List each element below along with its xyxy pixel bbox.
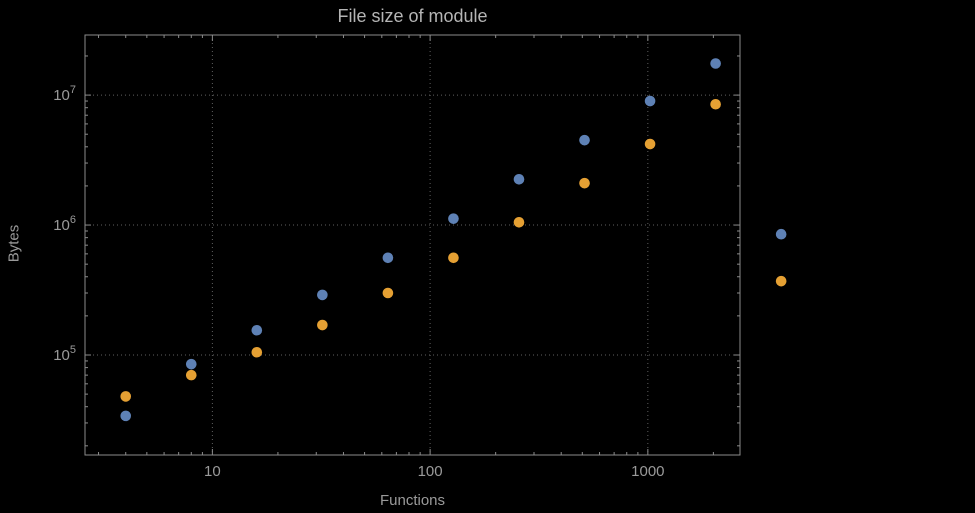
- x-tick-label: 10: [204, 463, 221, 480]
- data-point-blue-series: [579, 134, 590, 146]
- data-point-orange-series: [317, 319, 328, 331]
- y-tick-label: 105: [53, 344, 76, 364]
- data-point-blue-series: [317, 289, 328, 301]
- data-point-orange-series: [251, 346, 263, 358]
- x-tick-label: 1000: [631, 463, 664, 480]
- data-point-orange-series: [382, 287, 394, 299]
- y-tick-label: 107: [53, 84, 76, 104]
- data-point-orange-series: [710, 98, 721, 110]
- data-point-blue-series: [448, 213, 459, 224]
- data-point-blue-series: [775, 228, 787, 240]
- data-point-orange-series: [579, 177, 590, 189]
- data-point-orange-series: [644, 138, 656, 150]
- data-point-orange-series: [775, 275, 787, 287]
- data-point-orange-series: [513, 216, 525, 228]
- x-tick-label: 100: [418, 463, 443, 480]
- data-point-blue-series: [185, 358, 197, 370]
- data-point-blue-series: [251, 324, 263, 336]
- x-axis-label: Functions: [379, 492, 446, 509]
- data-point-blue-series: [382, 252, 394, 264]
- data-point-blue-series: [710, 58, 721, 69]
- data-point-blue-series: [513, 173, 525, 185]
- data-point-orange-series: [185, 369, 197, 381]
- data-point-blue-series: [120, 410, 132, 422]
- y-tick-label: 106: [53, 214, 76, 234]
- data-point-orange-series: [120, 391, 132, 402]
- data-point-orange-series: [448, 252, 459, 264]
- plot-frame: [84, 34, 741, 456]
- chart-title: File size of module: [337, 6, 488, 26]
- data-point-blue-series: [644, 95, 656, 107]
